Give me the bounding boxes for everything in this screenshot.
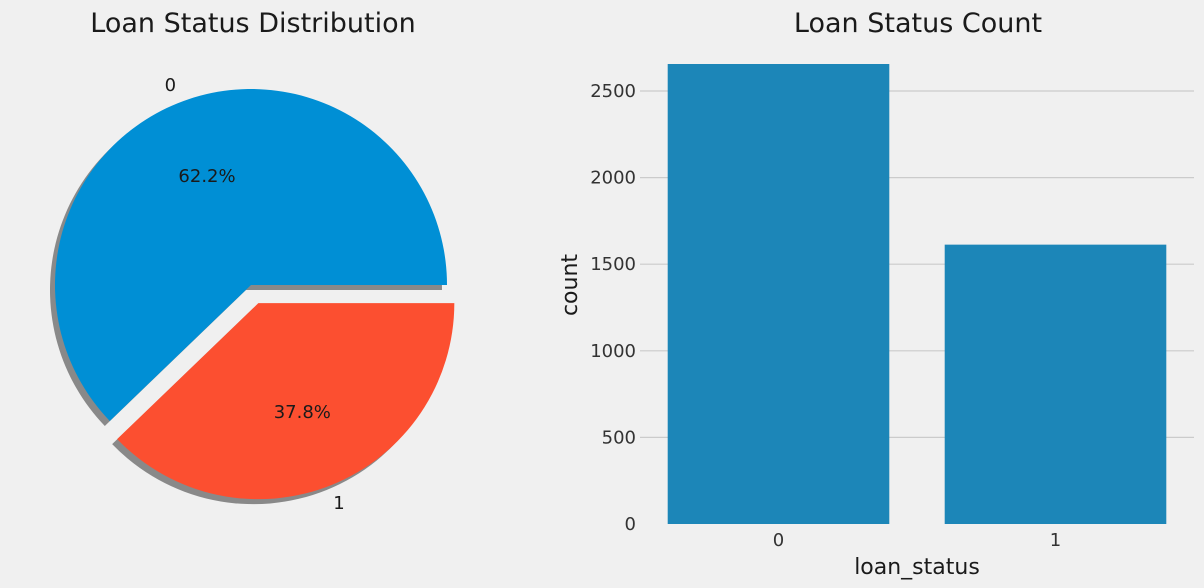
bar-y-tick-2000: 2000 <box>590 168 636 189</box>
bar-ticks: 0 500 1000 1500 2000 2500 0 1 <box>590 81 1061 551</box>
bar-0 <box>667 64 890 524</box>
pie-chart: Loan Status Distribution 62.2% 0 37.8% 1 <box>50 8 455 514</box>
pie-percent-label-0: 62.2% <box>178 166 235 187</box>
pie-wedge-0 <box>55 88 448 421</box>
bar-x-axis-label: loan_status <box>854 555 980 580</box>
bar-series <box>667 64 1167 524</box>
pie-texts: 62.2% 0 37.8% 1 <box>165 75 345 514</box>
pie-wedges <box>55 88 455 500</box>
pie-percent-label-1: 37.8% <box>274 402 331 423</box>
bar-y-tick-1000: 1000 <box>590 341 636 362</box>
bar-y-axis-label: count <box>558 254 583 316</box>
bar-y-tick-500: 500 <box>602 427 636 448</box>
pie-chart-title: Loan Status Distribution <box>90 8 415 39</box>
bar-y-tick-1500: 1500 <box>590 254 636 275</box>
pie-category-label-1: 1 <box>333 493 344 514</box>
bar-x-tick-1: 1 <box>1050 530 1061 551</box>
pie-category-label-0: 0 <box>165 75 176 96</box>
bar-y-tick-2500: 2500 <box>590 81 636 102</box>
bar-chart-title: Loan Status Count <box>794 8 1042 39</box>
bar-gridlines <box>640 90 1194 439</box>
bar-x-tick-0: 0 <box>773 530 784 551</box>
pie-wedge-1 <box>117 303 455 500</box>
bar-1 <box>944 244 1167 524</box>
bar-y-tick-0: 0 <box>625 514 636 535</box>
